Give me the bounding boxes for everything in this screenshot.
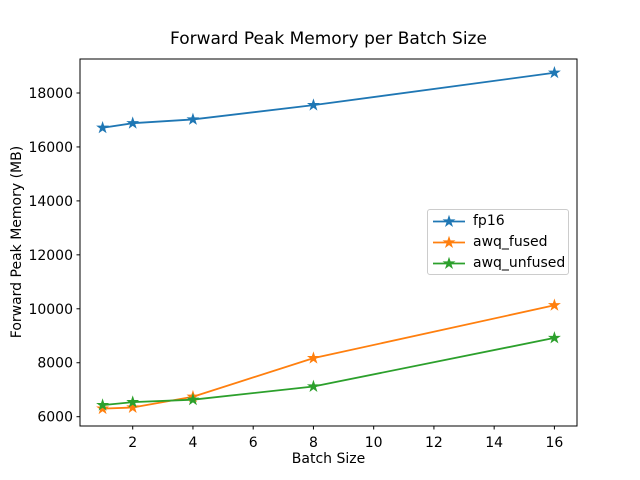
y-tick-label: 6000 (37, 410, 73, 426)
legend-line-sample-fp16 (433, 214, 465, 228)
legend-label: awq_unfused (473, 255, 566, 271)
data-point-marker-fp16 (306, 98, 320, 111)
series-line-awq_fused (101, 304, 556, 410)
data-point-marker-awq_unfused (186, 392, 200, 406)
data-point-marker-awq_unfused (126, 395, 140, 408)
legend-star-icon (442, 256, 456, 270)
x-tick-label: 6 (249, 435, 258, 451)
y-tick-label: 8000 (37, 356, 73, 372)
chart-title: Forward Peak Memory per Batch Size (170, 29, 487, 49)
legend-star-icon (442, 214, 456, 228)
data-point-marker-fp16 (547, 65, 561, 79)
legend-line-sample-awq-fused (433, 235, 465, 249)
x-tick-label: 12 (425, 435, 443, 451)
data-point-marker-awq_unfused (96, 398, 110, 411)
x-axis-label: Batch Size (291, 451, 366, 467)
x-tick-label: 8 (309, 435, 318, 451)
legend-entry-fp16: fp16 (432, 211, 568, 232)
x-tick-label: 14 (485, 435, 503, 451)
data-point-marker-fp16 (126, 116, 140, 129)
data-point-marker-awq_fused (547, 298, 561, 311)
data-point-marker-fp16 (96, 120, 110, 134)
legend-entry-awq-unfused: awq_unfused (432, 253, 568, 274)
data-point-marker-awq_fused (306, 351, 320, 364)
y-tick-label: 16000 (28, 140, 73, 156)
data-point-marker-awq_unfused (306, 379, 320, 392)
data-point-marker-awq_unfused (547, 331, 561, 344)
y-tick-label: 10000 (28, 302, 73, 318)
data-point-marker-awq_fused (96, 401, 110, 415)
legend-label: fp16 (473, 213, 505, 229)
y-axis-label: Forward Peak Memory (MB) (9, 145, 25, 339)
y-tick-label: 12000 (28, 248, 73, 264)
legend-star-icon (442, 235, 456, 249)
x-tick-label: 4 (188, 435, 197, 451)
data-point-marker-awq_fused (126, 400, 140, 414)
y-tick-label: 18000 (28, 86, 73, 102)
axes-frame (79, 58, 578, 427)
legend: fp16 awq_fused awq_unfused (427, 209, 569, 275)
x-tick-label: 2 (128, 435, 137, 451)
legend-entry-awq-fused: awq_fused (432, 232, 568, 253)
y-tick-label: 14000 (28, 194, 73, 210)
legend-label: awq_fused (473, 234, 548, 250)
legend-line-sample-awq-unfused (433, 256, 465, 270)
series-line-fp16 (101, 71, 556, 129)
data-point-marker-fp16 (186, 112, 200, 125)
x-tick-label: 16 (545, 435, 563, 451)
x-tick-label: 10 (365, 435, 383, 451)
series-line-awq_unfused (101, 337, 556, 406)
